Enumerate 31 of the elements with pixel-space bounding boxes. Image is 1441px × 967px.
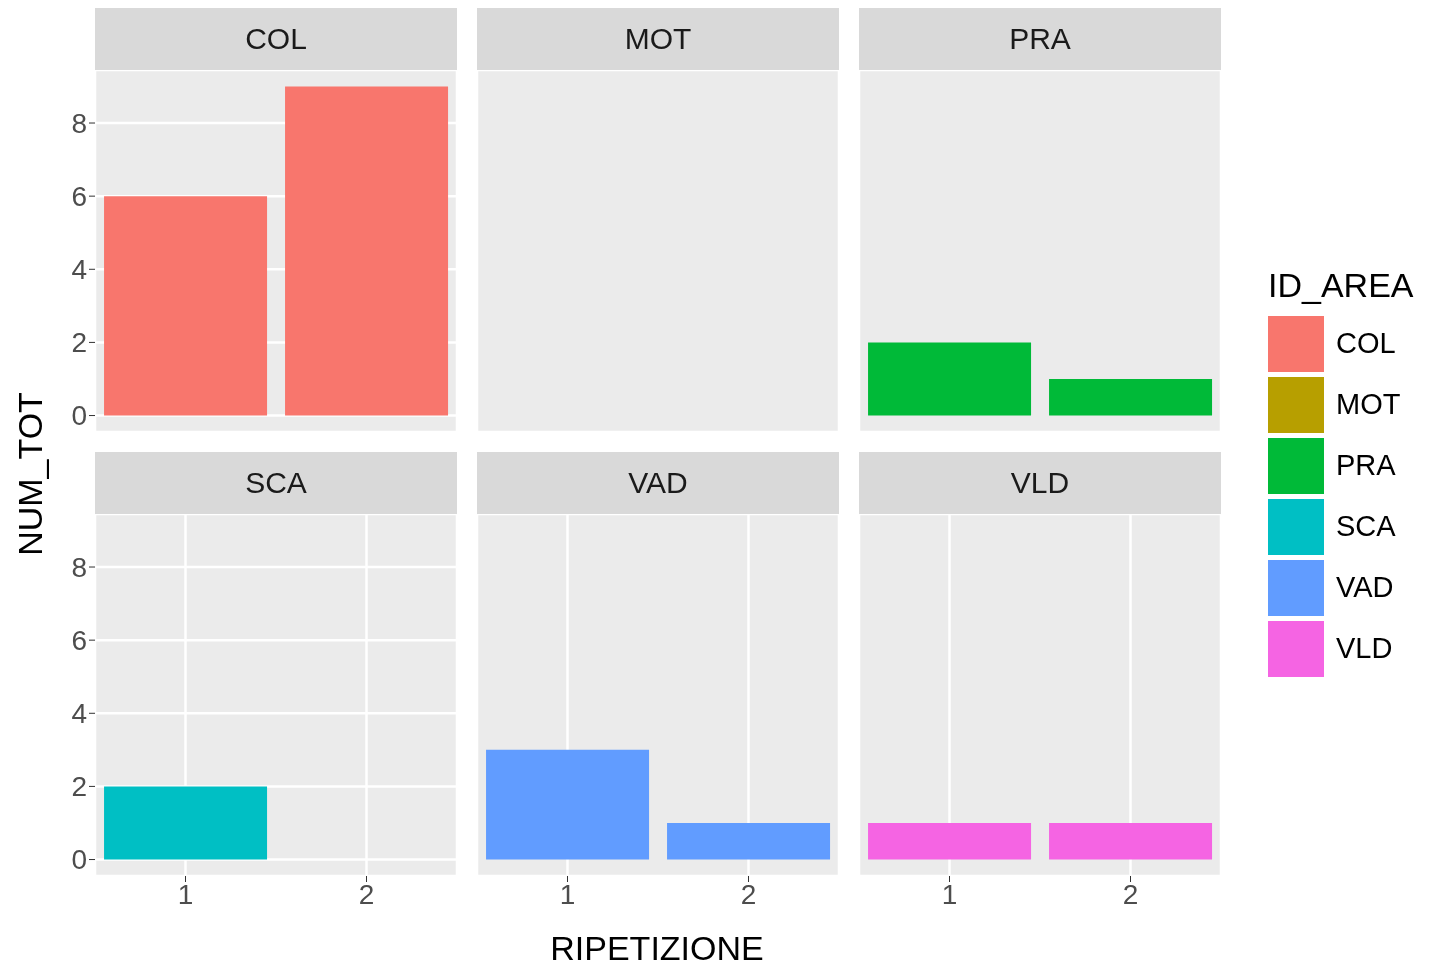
y-tick-label: 0 [71,400,87,432]
legend-label: MOT [1336,388,1401,421]
x-tick-label: 1 [941,878,958,910]
chart-title: SCA [95,452,457,514]
chart-title: COL [95,8,457,70]
x-tick-label: 2 [1122,878,1139,910]
y-tick-label: 4 [71,254,87,286]
x-tick-label: 2 [358,878,375,910]
x-tick-label: 1 [559,878,576,910]
x-tick-label: 2 [740,878,757,910]
y-tick-label: 2 [71,771,87,803]
x-axis-title: RIPETIZIONE [550,928,764,967]
legend-label: VLD [1336,632,1393,665]
y-tick-label: 8 [71,551,87,583]
y-tick-label: 2 [71,327,87,359]
y-tick-label: 6 [71,181,87,213]
y-tick-label: 4 [71,698,87,730]
chart-title: VAD [477,452,839,514]
legend-label: COL [1336,327,1396,360]
chart-title: PRA [859,8,1221,70]
legend-label: SCA [1336,510,1396,543]
legend-label: PRA [1336,449,1396,482]
chart-title: VLD [859,452,1221,514]
y-tick-label: 0 [71,844,87,876]
y-tick-label: 8 [71,107,87,139]
legend-label: VAD [1336,571,1394,604]
x-tick-label: 1 [177,878,194,910]
legend-title: ID_AREA [1268,266,1414,305]
chart-title: MOT [477,8,839,70]
y-axis-title: NUM_TOT [10,392,50,556]
y-tick-label: 6 [71,625,87,657]
